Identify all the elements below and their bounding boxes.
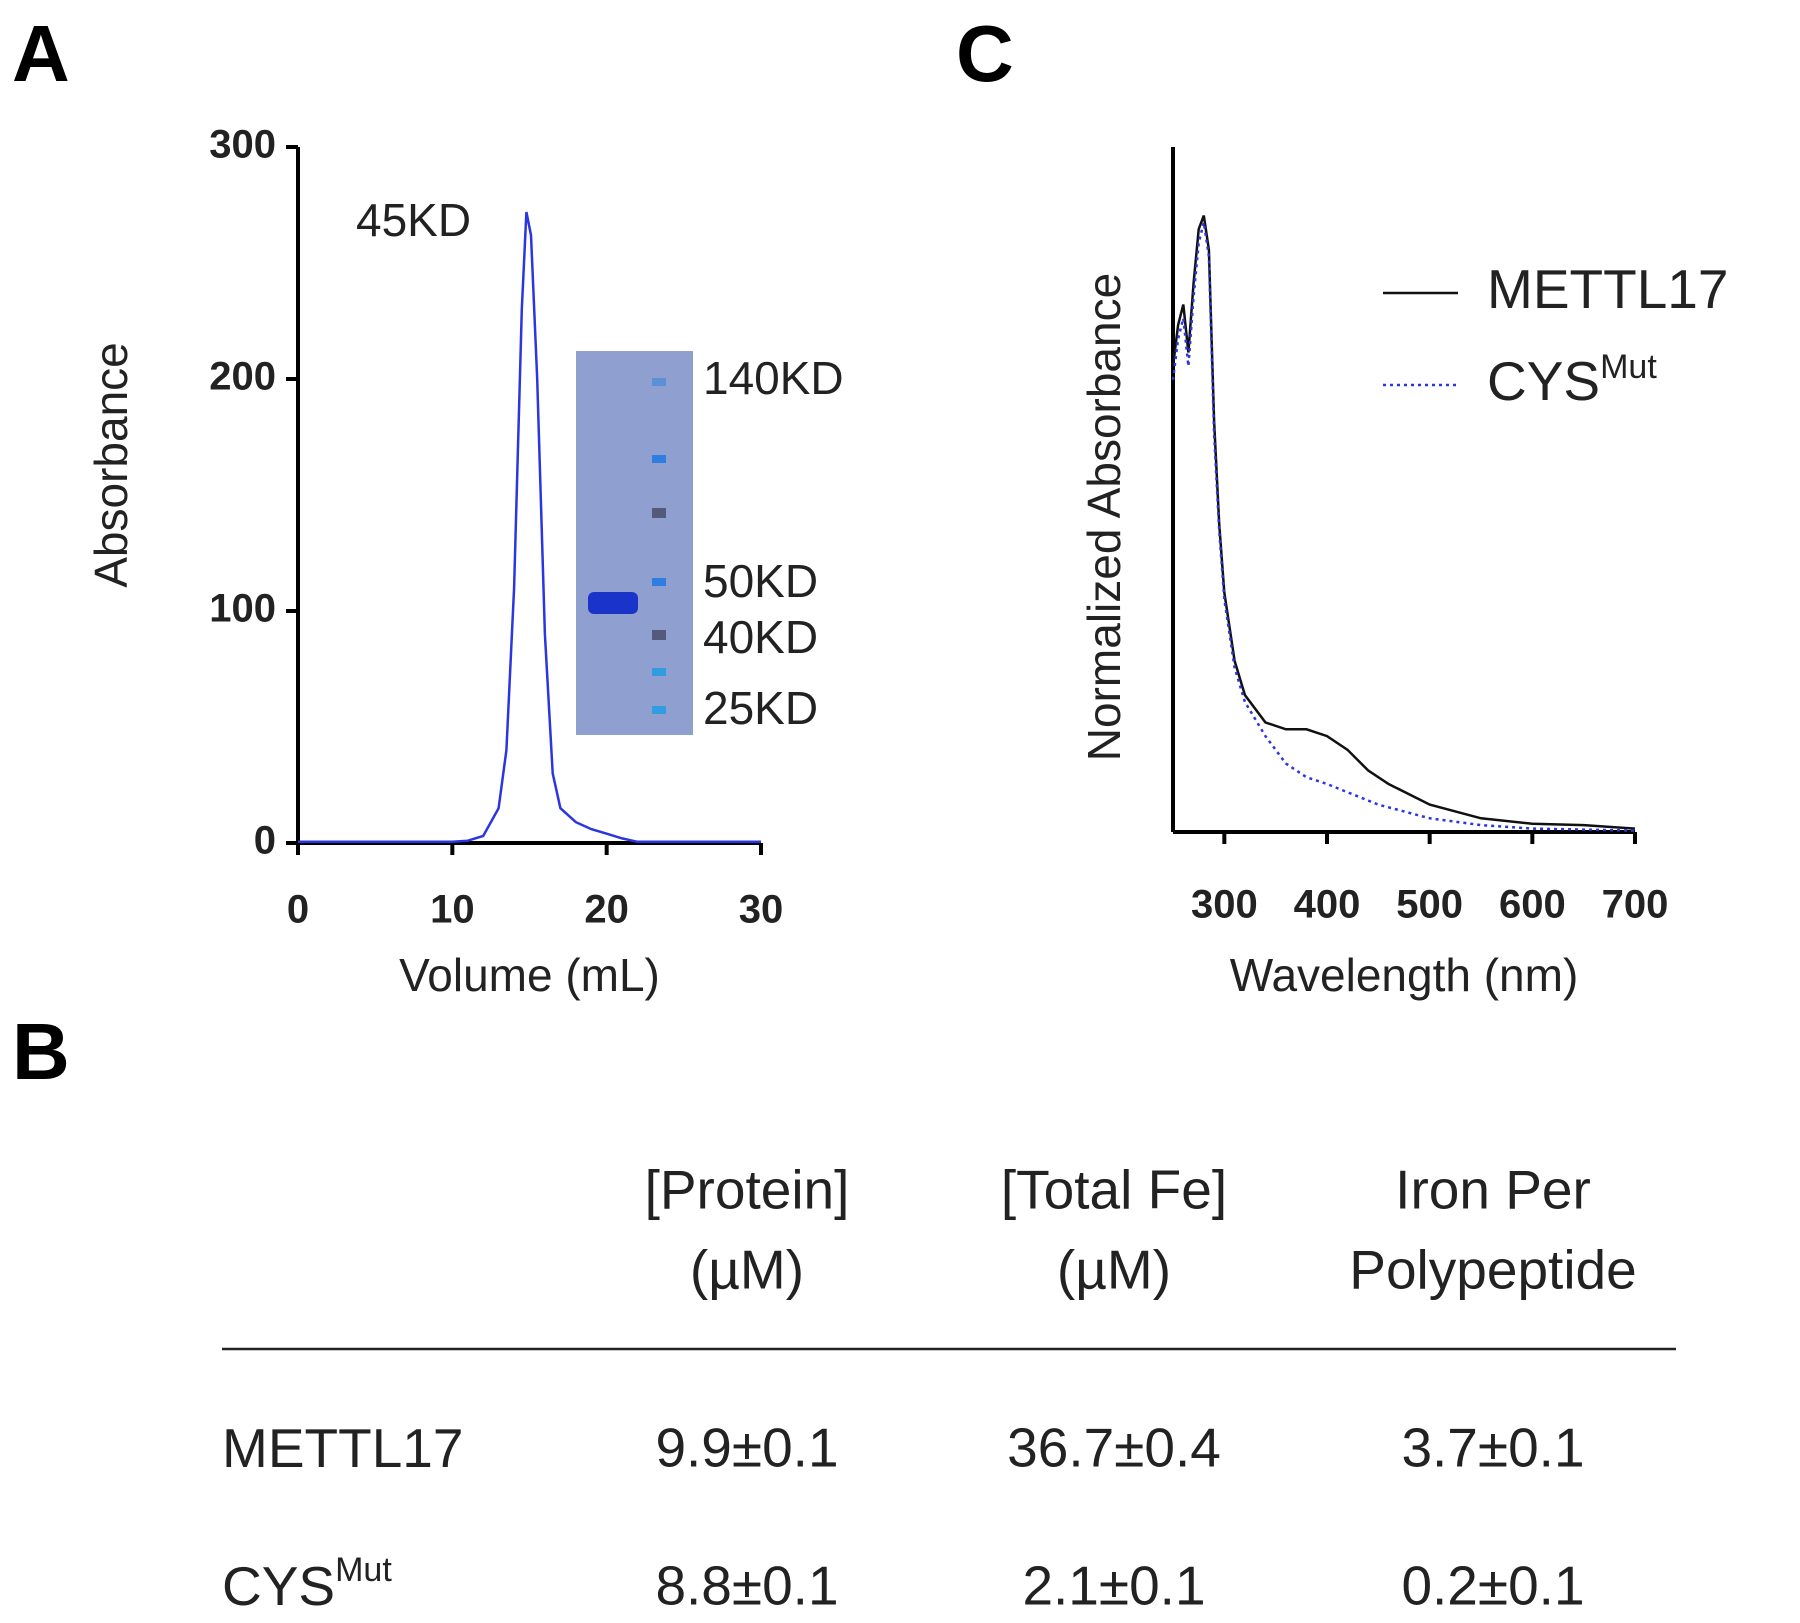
row-label-text: METTL17 [222, 1417, 463, 1479]
gel-label: 140KD [703, 352, 844, 404]
legend-superscript: Mut [1600, 348, 1657, 386]
panel-label: A [12, 9, 70, 98]
annotation: 45KD [356, 194, 471, 246]
row-label: CYSMut [222, 1551, 392, 1617]
legend-label: CYSMut [1487, 348, 1657, 412]
x-tick-label: 30 [739, 888, 784, 932]
x-axis-title: Volume (mL) [399, 949, 660, 1001]
data-line [298, 211, 761, 844]
x-tick-label: 500 [1396, 883, 1463, 927]
x-axis-title: Wavelength (nm) [1230, 949, 1579, 1001]
table-cell: 8.8±0.1 [655, 1555, 838, 1617]
row-label-text: CYS [222, 1555, 335, 1617]
data-line [1171, 222, 1636, 832]
row-label-superscript: Mut [335, 1551, 392, 1589]
y-axis-title: Absorbance [85, 342, 137, 588]
table-header: (µM) [690, 1239, 804, 1301]
y-tick-label: 0 [254, 819, 276, 863]
panel-label: B [12, 1007, 70, 1096]
table-cell: 2.1±0.1 [1022, 1555, 1205, 1617]
gel-label: 25KD [703, 682, 818, 734]
table-header: (µM) [1057, 1239, 1171, 1301]
legend-text: METTL17 [1487, 258, 1728, 320]
panel-label: C [956, 9, 1014, 98]
x-tick-label: 700 [1602, 883, 1669, 927]
legend-label: METTL17 [1487, 258, 1728, 320]
y-axis-title: Normalized Absorbance [1078, 273, 1130, 761]
gel-image [576, 351, 693, 735]
table-cell: 0.2±0.1 [1401, 1555, 1584, 1617]
x-tick-label: 600 [1499, 883, 1566, 927]
y-tick-label: 300 [209, 123, 276, 167]
y-tick-label: 200 [209, 355, 276, 399]
table-cell: 9.9±0.1 [655, 1417, 838, 1479]
x-tick-label: 400 [1294, 883, 1361, 927]
y-tick-label: 100 [209, 587, 276, 631]
legend-text: CYS [1487, 350, 1600, 412]
row-label: METTL17 [222, 1417, 463, 1479]
x-tick-label: 10 [430, 888, 475, 932]
x-tick-label: 20 [584, 888, 629, 932]
x-tick-label: 300 [1191, 883, 1258, 927]
gel-label: 50KD [703, 555, 818, 607]
table-header: Iron Per [1395, 1159, 1591, 1221]
table-cell: 36.7±0.4 [1007, 1417, 1221, 1479]
gel-label: 40KD [703, 611, 818, 663]
table-header: Polypeptide [1349, 1239, 1636, 1301]
table-cell: 3.7±0.1 [1401, 1417, 1584, 1479]
table-header: [Protein] [645, 1159, 850, 1221]
table-header: [Total Fe] [1001, 1159, 1227, 1221]
x-tick-label: 0 [287, 888, 309, 932]
data-line [1171, 215, 1636, 830]
